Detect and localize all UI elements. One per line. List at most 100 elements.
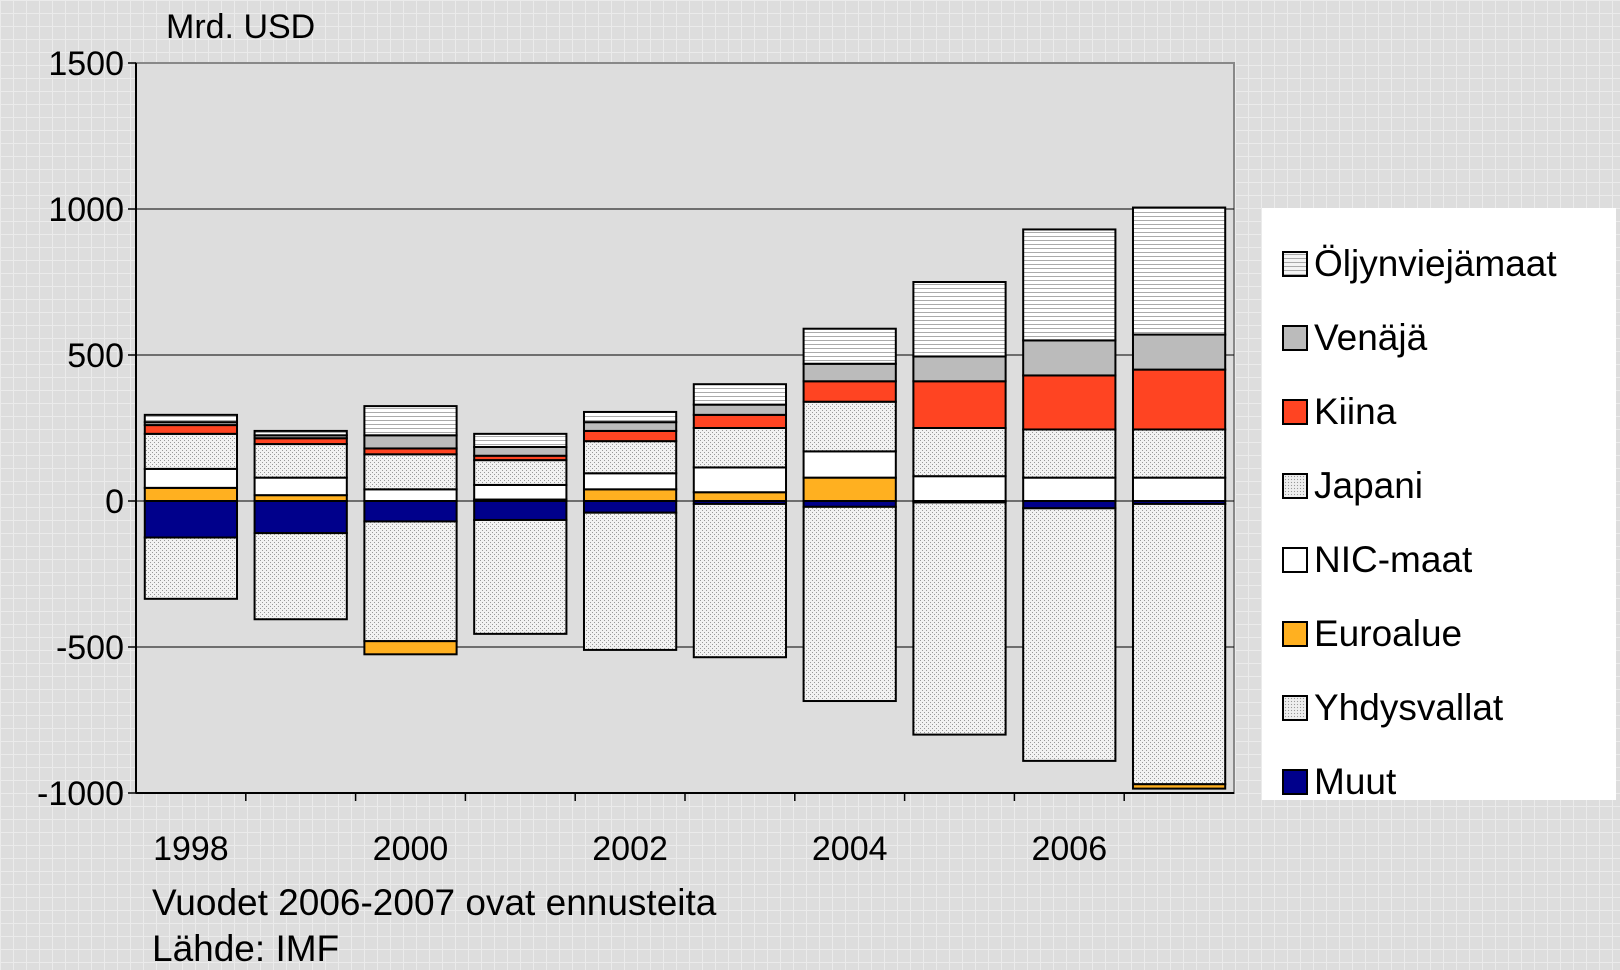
- bar-segment-oljynviejamaat: [1022, 228, 1117, 342]
- bar-segment-oljynviejamaat: [253, 429, 348, 437]
- bar-segment-nic-maat: [143, 467, 239, 489]
- legend-item-kiina: Kiina: [1282, 391, 1397, 432]
- bar-segment-nic-maat: [912, 475, 1007, 502]
- legend-swatch-oljynviejamaat: [1282, 251, 1308, 277]
- legend-item-oljynviejamaat: Öljynviejämaat: [1282, 243, 1557, 284]
- bar-segment-muut: [582, 500, 678, 514]
- legend-label: Kiina: [1314, 391, 1397, 432]
- y-tick-label: 1000: [48, 191, 124, 229]
- bar-segment-oljynviejamaat: [1131, 206, 1227, 336]
- bar-segment-yhdysvallat: [1131, 502, 1227, 786]
- bar-segment-japani: [253, 443, 348, 479]
- legend-swatch-euroalue: [1282, 621, 1308, 647]
- bar-segment-muut: [363, 500, 458, 523]
- bar-segment-japani: [1131, 428, 1227, 479]
- legend-swatch-venaja: [1282, 325, 1308, 351]
- bar-segment-japani: [363, 453, 458, 491]
- x-tick-label: 1998: [153, 830, 229, 868]
- bar-segment-yhdysvallat: [582, 511, 678, 651]
- legend-label: Öljynviejämaat: [1314, 243, 1557, 284]
- legend-swatch-yhdysvallat: [1282, 695, 1308, 721]
- bar-segment-oljynviejamaat: [692, 383, 788, 406]
- legend-swatch-kiina: [1282, 399, 1308, 425]
- bar-segment-oljynviejamaat: [802, 327, 897, 365]
- legend-item-muut: Muut: [1282, 761, 1397, 802]
- bar-segment-nic-maat: [1131, 476, 1227, 503]
- bar-segment-japani: [143, 432, 239, 470]
- bar-segment-nic-maat: [1022, 476, 1117, 503]
- legend-item-venaja: Venäjä: [1282, 317, 1428, 358]
- legend-swatch-nic-maat: [1282, 547, 1308, 573]
- y-tick-label: 0: [105, 483, 124, 521]
- bar-segment-yhdysvallat: [143, 536, 239, 600]
- bar-segment-japani: [1022, 428, 1117, 479]
- bar-segment-yhdysvallat: [1022, 507, 1117, 762]
- bar-segment-venaja: [473, 445, 568, 457]
- bar-segment-kiina: [802, 380, 897, 403]
- bar-segment-yhdysvallat: [253, 532, 348, 621]
- x-ticks: 1998 2000 2002 2004 2006: [153, 793, 1125, 868]
- y-tick-label: -1000: [37, 775, 124, 813]
- legend-swatch-japani: [1282, 473, 1308, 499]
- legend: Öljynviejämaat Venäjä Kiina Japani NIC-m…: [1262, 208, 1616, 802]
- bar-segment-nic-maat: [802, 450, 897, 479]
- y-tick-label: 500: [67, 337, 124, 375]
- bar-segment-muut: [143, 500, 239, 539]
- bar-segment-japani: [582, 440, 678, 475]
- y-axis-label: Mrd. USD: [166, 8, 315, 46]
- bar-segment-japani: [692, 427, 788, 469]
- bar-segment-yhdysvallat: [363, 520, 458, 643]
- y-tick-label: -500: [56, 629, 124, 667]
- legend-label: Muut: [1314, 761, 1397, 802]
- legend-label: Japani: [1314, 465, 1424, 506]
- legend-label: Euroalue: [1314, 613, 1463, 654]
- bar-segment-euroalue: [802, 476, 897, 503]
- y-tick-label: 1500: [48, 45, 124, 83]
- bar-segment-kiina: [692, 413, 788, 429]
- legend-item-euroalue: Euroalue: [1282, 613, 1463, 654]
- x-tick-label: 2002: [592, 830, 668, 868]
- y-ticks: -1000 -500 0 500 1000 1500: [37, 45, 136, 813]
- bar-segment-yhdysvallat: [692, 502, 788, 659]
- bar-segment-euroalue: [1131, 783, 1227, 790]
- bar-segment-venaja: [1131, 333, 1227, 371]
- legend-label: Yhdysvallat: [1314, 687, 1504, 728]
- bar-segment-nic-maat: [253, 476, 348, 497]
- bar-segment-oljynviejamaat: [143, 413, 239, 424]
- x-tick-label: 2006: [1031, 830, 1107, 868]
- legend-label: Venäjä: [1314, 317, 1428, 358]
- bar-segment-yhdysvallat: [802, 505, 897, 703]
- bar-segment-japani: [912, 427, 1007, 478]
- bar-segment-nic-maat: [692, 466, 788, 494]
- bar-segment-kiina: [582, 429, 678, 443]
- bar-segment-euroalue: [143, 486, 239, 502]
- bar-segment-nic-maat: [473, 483, 568, 501]
- bar-segment-japani: [473, 459, 568, 486]
- bar-segment-yhdysvallat: [473, 518, 568, 635]
- x-tick-label: 2004: [812, 830, 888, 868]
- bar-segment-oljynviejamaat: [363, 405, 458, 437]
- legend-item-japani: Japani: [1282, 465, 1424, 506]
- bar-segment-muut: [473, 500, 568, 521]
- bar-segment-kiina: [143, 424, 239, 435]
- bar-segment-oljynviejamaat: [912, 281, 1007, 358]
- bar-segment-muut: [253, 500, 348, 535]
- bar-segment-euroalue: [692, 491, 788, 502]
- bar-segment-kiina: [912, 380, 1007, 429]
- legend-swatch-muut: [1282, 769, 1308, 795]
- bar-segment-venaja: [363, 434, 458, 450]
- bar-segment-yhdysvallat: [912, 501, 1007, 736]
- legend-label: NIC-maat: [1314, 539, 1473, 580]
- bar-segment-japani: [802, 400, 897, 453]
- bar-segment-venaja: [582, 421, 678, 432]
- bar-segment-venaja: [692, 403, 788, 416]
- bar-segment-euroalue: [582, 488, 678, 503]
- source-note: Lähde: IMF: [152, 928, 340, 969]
- legend-item-nic-maat: NIC-maat: [1282, 539, 1473, 580]
- bar-segment-kiina: [1131, 368, 1227, 431]
- bar-segment-venaja: [1022, 339, 1117, 377]
- legend-item-yhdysvallat: Yhdysvallat: [1282, 687, 1504, 728]
- bar-segment-oljynviejamaat: [473, 432, 568, 448]
- bar-segment-oljynviejamaat: [582, 410, 678, 424]
